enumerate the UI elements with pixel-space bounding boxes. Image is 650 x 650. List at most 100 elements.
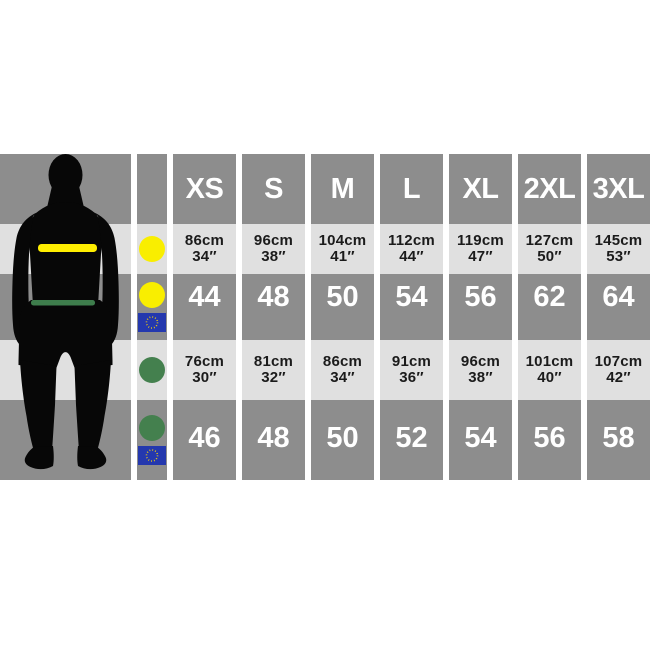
- size-header-m: M: [311, 154, 374, 224]
- eu-size-value: 48: [257, 421, 290, 454]
- silhouette-torso: [28, 202, 103, 306]
- size-header-2xl: 2XL: [518, 154, 581, 224]
- eu-size-value: 50: [326, 421, 359, 454]
- silhouette-right-leg: [74, 360, 111, 453]
- eu-size-value: 54: [395, 280, 428, 313]
- eu-size-value: 58: [602, 421, 635, 454]
- chest-cm-cell-s: 96cm 38″: [242, 224, 305, 274]
- silhouette-left-arm: [12, 212, 38, 347]
- eu-size-value: 44: [188, 280, 221, 313]
- size-label: S: [264, 172, 283, 205]
- silhouette-left-leg: [20, 360, 57, 453]
- inch-value: 44″: [399, 248, 424, 265]
- silhouette-right-arm: [93, 212, 119, 347]
- size-label: L: [402, 172, 421, 205]
- chest-cm-cell-m: 104cm 41″: [311, 224, 374, 274]
- size-label: XL: [462, 172, 499, 205]
- inch-value: 38″: [468, 369, 493, 386]
- eu-size-value: 64: [602, 280, 635, 313]
- waist-marker-cell: [137, 340, 167, 400]
- cm-value: 101cm: [525, 352, 574, 370]
- eu-size-value: 62: [533, 280, 566, 313]
- size-label: XS: [185, 172, 224, 205]
- chest-eu-cell-m: 50: [311, 274, 374, 340]
- cm-value: 127cm: [525, 231, 574, 249]
- inch-value: 50″: [537, 248, 562, 265]
- inch-value: 36″: [399, 369, 424, 386]
- silhouette-right-foot: [77, 446, 107, 470]
- waist-eu-cell-xl: 54: [449, 400, 512, 480]
- inch-value: 40″: [537, 369, 562, 386]
- cm-value: 91cm: [391, 352, 432, 370]
- waist-cm-cell-xs: 76cm 30″: [173, 340, 236, 400]
- chest-eu-cell-2xl: 62: [518, 274, 581, 340]
- size-header-l: L: [380, 154, 443, 224]
- eu-size-value: 52: [395, 421, 428, 454]
- chest-cm-cell-xl: 119cm 47″: [449, 224, 512, 274]
- size-header-xs: XS: [173, 154, 236, 224]
- silhouette-head: [48, 154, 83, 196]
- marker-column-header: [137, 154, 167, 224]
- chest-eu-cell-3xl: 64: [587, 274, 650, 340]
- inch-value: 34″: [330, 369, 355, 386]
- silhouette-shorts: [18, 300, 113, 369]
- cm-value: 107cm: [594, 352, 643, 370]
- size-chart-table: XS S M L XL 2XL 3XL 86cm 34″ 96cm 38″ 104c…: [0, 154, 650, 480]
- cm-value: 119cm: [457, 231, 504, 249]
- chest-eu-marker-cell: [137, 274, 167, 340]
- chest-cm-cell-3xl: 145cm 53″: [587, 224, 650, 274]
- cm-value: 96cm: [253, 231, 294, 249]
- cm-value: 96cm: [460, 352, 501, 370]
- waist-cm-cell-xl: 96cm 38″: [449, 340, 512, 400]
- waist-eu-cell-xs: 46: [173, 400, 236, 480]
- size-label: 2XL: [523, 172, 576, 205]
- yellow-circle-icon: [139, 282, 165, 308]
- size-label: 3XL: [592, 172, 645, 205]
- waist-measure-line: [31, 300, 95, 306]
- waist-eu-marker-cell: [137, 400, 167, 480]
- cm-value: 86cm: [184, 231, 225, 249]
- eu-size-value: 54: [464, 421, 497, 454]
- silhouette-left-foot: [24, 446, 54, 470]
- waist-cm-cell-s: 81cm 32″: [242, 340, 305, 400]
- waist-eu-cell-3xl: 58: [587, 400, 650, 480]
- eu-size-value: 46: [188, 421, 221, 454]
- body-silhouette: [12, 154, 119, 470]
- waist-cm-cell-3xl: 107cm 42″: [587, 340, 650, 400]
- green-circle-icon: [139, 415, 165, 441]
- eu-size-value: 48: [257, 280, 290, 313]
- inch-value: 42″: [606, 369, 631, 386]
- body-figure-panel: [0, 154, 131, 480]
- inch-value: 34″: [192, 248, 217, 265]
- eu-flag-icon: [138, 446, 166, 465]
- chest-measure-line: [38, 244, 97, 252]
- inch-value: 32″: [261, 369, 286, 386]
- cm-value: 81cm: [253, 352, 294, 370]
- waist-eu-cell-2xl: 56: [518, 400, 581, 480]
- waist-eu-cell-l: 52: [380, 400, 443, 480]
- chest-eu-cell-xs: 44: [173, 274, 236, 340]
- size-header-s: S: [242, 154, 305, 224]
- cm-value: 145cm: [594, 231, 643, 249]
- inch-value: 41″: [330, 248, 355, 265]
- waist-eu-cell-m: 50: [311, 400, 374, 480]
- eu-size-value: 50: [326, 280, 359, 313]
- chest-marker-cell: [137, 224, 167, 274]
- waist-eu-cell-s: 48: [242, 400, 305, 480]
- chest-eu-cell-l: 54: [380, 274, 443, 340]
- cm-value: 76cm: [184, 352, 225, 370]
- inch-value: 30″: [192, 369, 217, 386]
- waist-cm-cell-m: 86cm 34″: [311, 340, 374, 400]
- cm-value: 104cm: [318, 231, 367, 249]
- chest-eu-cell-s: 48: [242, 274, 305, 340]
- chest-eu-cell-xl: 56: [449, 274, 512, 340]
- waist-cm-cell-l: 91cm 36″: [380, 340, 443, 400]
- size-header-3xl: 3XL: [587, 154, 650, 224]
- inch-value: 38″: [261, 248, 286, 265]
- chest-cm-cell-l: 112cm 44″: [380, 224, 443, 274]
- inch-value: 53″: [606, 248, 631, 265]
- waist-cm-cell-2xl: 101cm 40″: [518, 340, 581, 400]
- size-header-xl: XL: [449, 154, 512, 224]
- cm-value: 86cm: [322, 352, 363, 370]
